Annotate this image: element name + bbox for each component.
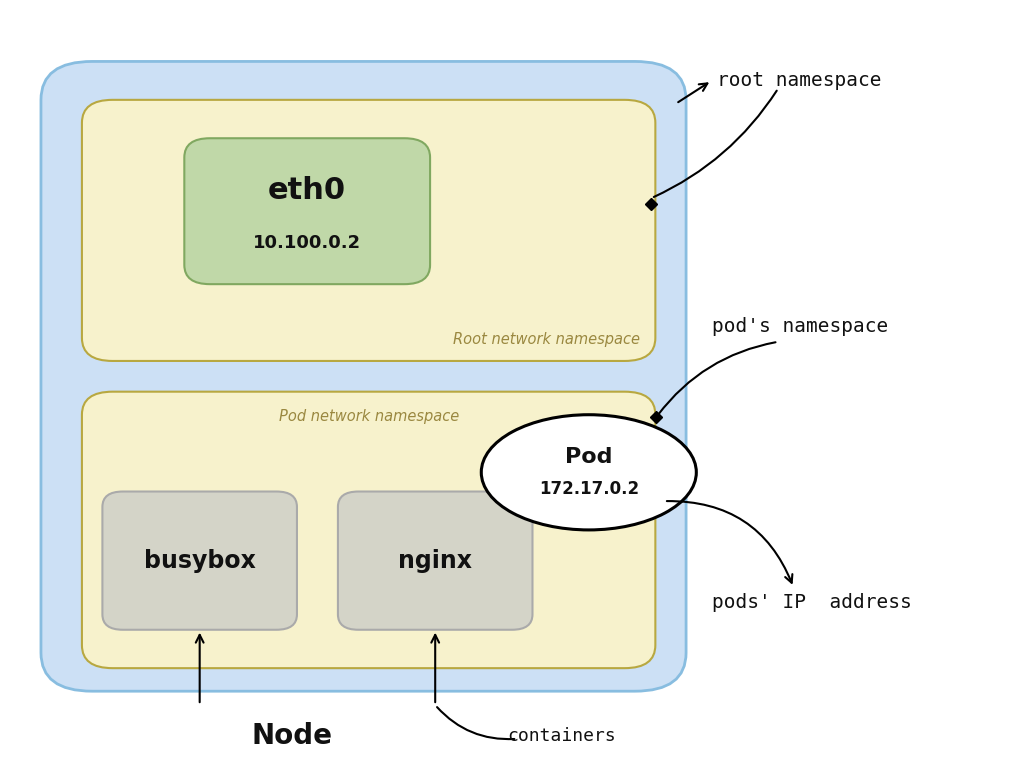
FancyBboxPatch shape xyxy=(82,100,655,361)
Text: pods' IP  address: pods' IP address xyxy=(712,594,911,612)
Text: eth0: eth0 xyxy=(268,177,346,205)
FancyBboxPatch shape xyxy=(338,492,532,630)
Text: 10.100.0.2: 10.100.0.2 xyxy=(253,234,361,253)
Text: busybox: busybox xyxy=(143,548,256,573)
Text: nginx: nginx xyxy=(398,548,472,573)
Ellipse shape xyxy=(481,415,696,530)
Text: Pod network namespace: Pod network namespace xyxy=(279,409,459,424)
FancyBboxPatch shape xyxy=(184,138,430,284)
Text: Node: Node xyxy=(251,722,333,750)
Text: Pod: Pod xyxy=(565,447,612,467)
Text: containers: containers xyxy=(507,727,615,745)
Text: 172.17.0.2: 172.17.0.2 xyxy=(539,480,639,498)
FancyBboxPatch shape xyxy=(102,492,297,630)
Text: pod's namespace: pod's namespace xyxy=(712,317,888,336)
Text: root namespace: root namespace xyxy=(717,71,882,90)
FancyBboxPatch shape xyxy=(82,392,655,668)
Text: Root network namespace: Root network namespace xyxy=(453,332,640,347)
FancyBboxPatch shape xyxy=(41,61,686,691)
